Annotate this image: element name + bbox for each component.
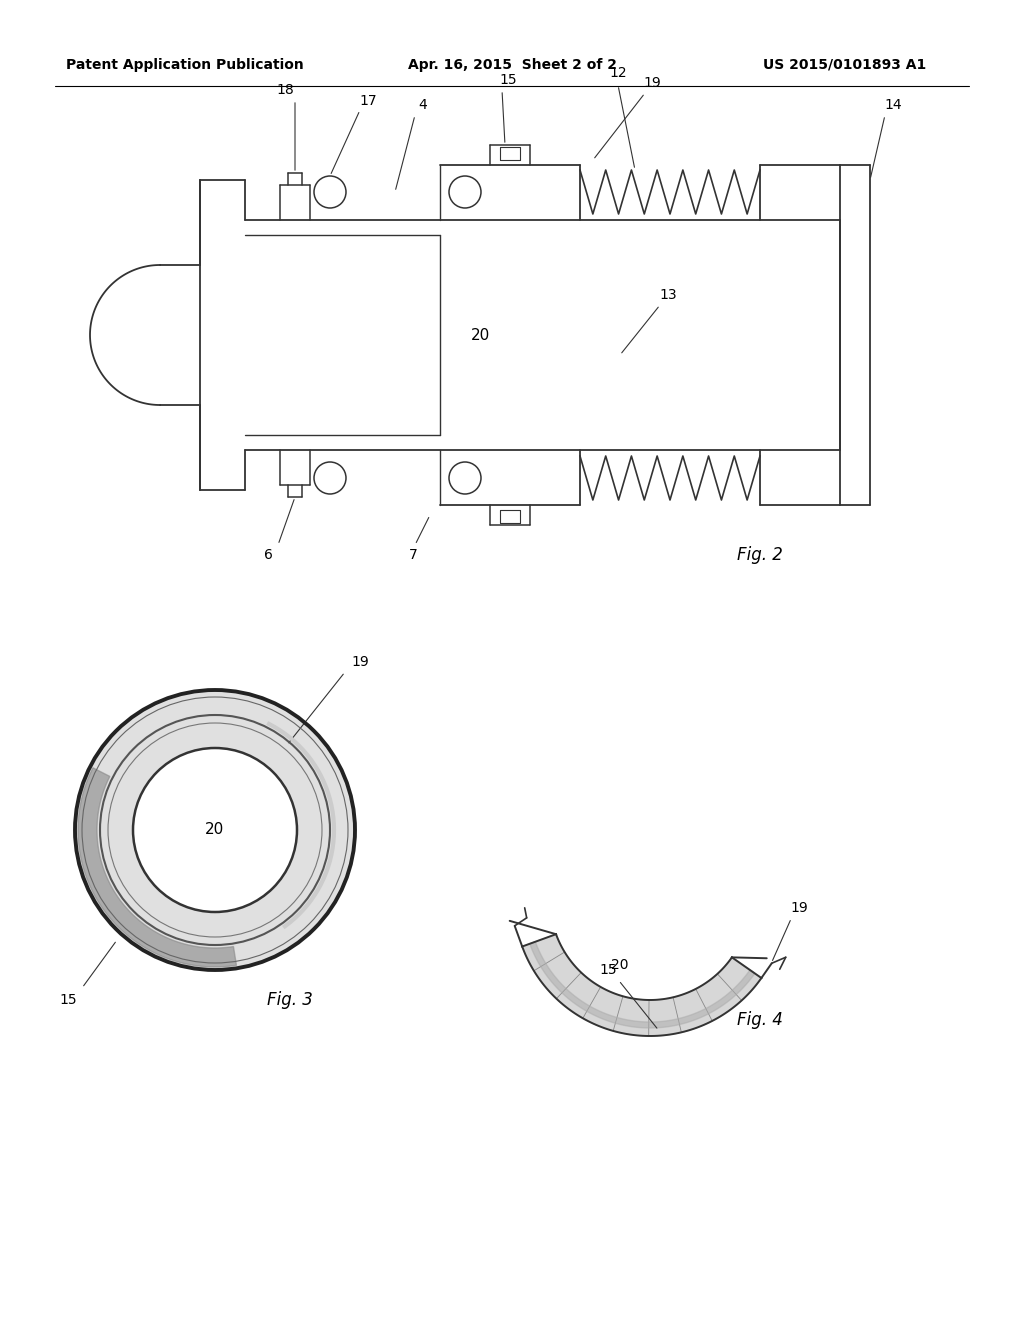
Text: 20: 20 xyxy=(206,822,224,837)
Polygon shape xyxy=(529,941,755,1028)
Text: 15: 15 xyxy=(59,993,77,1007)
Polygon shape xyxy=(75,690,355,970)
Text: 18: 18 xyxy=(276,83,294,96)
Polygon shape xyxy=(522,935,762,1036)
Text: 20: 20 xyxy=(611,958,629,972)
Text: Fig. 4: Fig. 4 xyxy=(737,1011,783,1030)
Text: 20: 20 xyxy=(470,327,489,342)
Polygon shape xyxy=(78,768,237,968)
Text: 12: 12 xyxy=(609,66,627,81)
Text: 15: 15 xyxy=(600,964,617,977)
Text: Apr. 16, 2015  Sheet 2 of 2: Apr. 16, 2015 Sheet 2 of 2 xyxy=(408,58,616,71)
Text: Fig. 3: Fig. 3 xyxy=(267,991,313,1008)
Text: 6: 6 xyxy=(263,548,272,562)
Text: 17: 17 xyxy=(359,94,377,108)
Text: US 2015/0101893 A1: US 2015/0101893 A1 xyxy=(763,58,927,71)
Text: Fig. 2: Fig. 2 xyxy=(737,546,783,564)
Text: Patent Application Publication: Patent Application Publication xyxy=(67,58,304,71)
Text: 13: 13 xyxy=(659,288,677,302)
Text: 14: 14 xyxy=(884,98,902,112)
Text: 19: 19 xyxy=(351,655,369,669)
Text: 19: 19 xyxy=(643,77,660,90)
Circle shape xyxy=(133,748,297,912)
Text: 19: 19 xyxy=(791,902,808,915)
Text: 7: 7 xyxy=(409,548,418,562)
Text: 4: 4 xyxy=(419,98,427,112)
Text: 15: 15 xyxy=(499,73,517,87)
